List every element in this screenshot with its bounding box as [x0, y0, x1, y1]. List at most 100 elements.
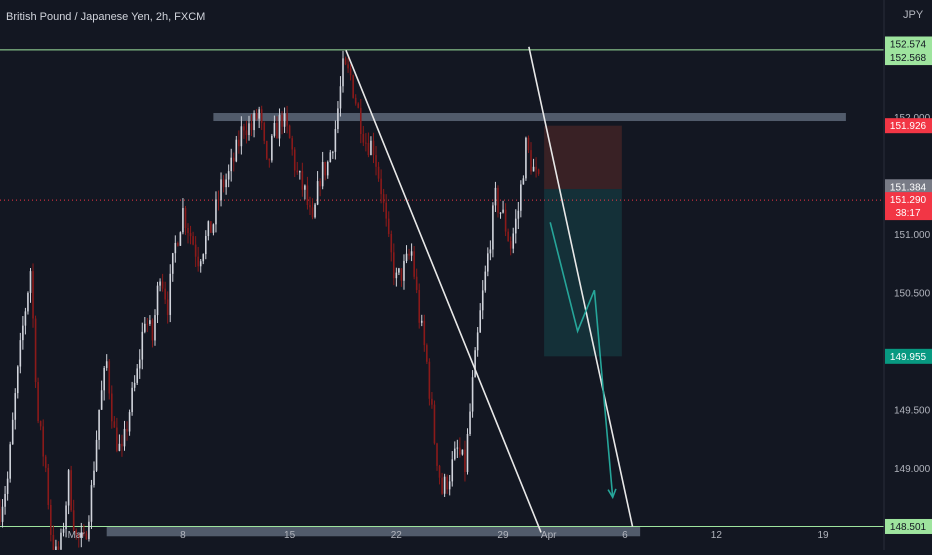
candle-body: [204, 236, 207, 255]
candle-body: [27, 292, 29, 312]
candle-body: [37, 382, 39, 422]
candle-body: [217, 199, 220, 201]
candle-body: [194, 244, 197, 257]
candle-body: [278, 114, 281, 139]
candle-body: [306, 185, 309, 206]
candle-body: [189, 232, 192, 237]
candle-body: [349, 68, 352, 76]
candle-body: [293, 149, 296, 171]
price-tick-label: 150.500: [894, 289, 931, 300]
candle-body: [65, 505, 67, 529]
candle-body: [103, 367, 105, 391]
level-label-148501-bg: [885, 518, 932, 534]
price-labels-layer: 152.574 152.568 151.926 151.384 151.290 38:17…: [885, 36, 932, 534]
candle-body: [367, 142, 370, 156]
candle-body: [520, 184, 522, 211]
candle-body: [410, 251, 413, 256]
candle-body: [365, 142, 367, 144]
candle-body: [326, 161, 329, 176]
candle-body: [83, 532, 85, 534]
candle-body: [98, 409, 100, 440]
candle-body: [207, 221, 210, 237]
candle-body: [141, 331, 144, 360]
candle-body: [514, 218, 517, 234]
stop-loss-zone[interactable]: [544, 125, 622, 190]
candle-body: [334, 129, 337, 152]
projection-arrow[interactable]: [549, 222, 614, 498]
candle-body: [159, 281, 161, 286]
symbol-title[interactable]: British Pound / Japanese Yen, 2h, FXCM: [6, 11, 205, 23]
candle-body: [255, 113, 258, 119]
candle-body: [283, 113, 286, 127]
candle-body: [80, 532, 83, 538]
candle-body: [372, 140, 375, 156]
level-label-152574: 152.574: [890, 40, 927, 51]
time-axis[interactable]: Mar 8 15 22 29 Apr 6 12 19: [68, 530, 829, 541]
candle-body: [481, 290, 484, 311]
time-tick-label: Mar: [68, 530, 86, 541]
candle-body: [509, 241, 512, 249]
trendline-2[interactable]: [528, 46, 634, 527]
time-tick-label: 29: [497, 530, 509, 541]
candle-body: [123, 428, 126, 447]
candle-body: [161, 281, 164, 289]
candle-body: [108, 361, 111, 394]
resistance-zone[interactable]: [213, 113, 846, 122]
trendline-1[interactable]: [345, 50, 542, 533]
currency-label: JPY: [903, 9, 924, 21]
candle-body: [400, 268, 403, 281]
projection-arrow-head: [607, 488, 617, 500]
candle-body: [380, 178, 382, 195]
candle-body: [227, 171, 230, 180]
take-profit-zone[interactable]: [544, 189, 622, 357]
candle-body: [344, 58, 347, 65]
candle-body: [50, 504, 52, 535]
candle-body: [146, 323, 149, 325]
candle-body: [441, 477, 443, 494]
candle-body: [431, 398, 433, 405]
candle-body: [0, 509, 1, 522]
drawings-layer[interactable]: [345, 46, 634, 533]
candle-body: [535, 166, 537, 170]
candle-body: [446, 476, 448, 490]
candle-body: [471, 377, 474, 412]
candle-body: [487, 253, 489, 272]
candle-body: [382, 194, 385, 203]
candle-body: [507, 231, 509, 242]
level-label-148501: 148.501: [890, 522, 927, 533]
support-zone[interactable]: [106, 526, 641, 537]
candle-body: [375, 155, 377, 167]
candle-body: [16, 366, 19, 394]
candle-body: [479, 310, 481, 333]
candle-body: [453, 448, 456, 460]
stop-price-label: 151.926: [890, 121, 927, 132]
candle-body: [532, 166, 535, 172]
candle-body: [72, 510, 75, 530]
candle-body: [136, 368, 138, 383]
candle-body: [24, 311, 27, 326]
time-tick-label: 8: [180, 530, 186, 541]
candle-body: [70, 470, 72, 511]
candle-body: [149, 320, 151, 324]
candle-body: [60, 532, 62, 550]
candle-body: [121, 443, 123, 447]
candle-body: [154, 315, 156, 341]
candle-body: [263, 122, 266, 141]
candle-body: [461, 449, 464, 455]
candle-body: [34, 318, 37, 383]
candle-body: [75, 529, 78, 535]
candle-body: [240, 126, 243, 147]
candle-body: [4, 493, 6, 507]
time-tick-label: 15: [284, 530, 296, 541]
candle-body: [337, 108, 339, 130]
candle-body: [405, 253, 408, 261]
candle-body: [166, 299, 169, 315]
candle-body: [428, 361, 431, 399]
candle-body: [22, 325, 24, 341]
candle-body: [77, 534, 80, 538]
candle-body: [271, 135, 273, 161]
candle-body: [288, 125, 291, 139]
